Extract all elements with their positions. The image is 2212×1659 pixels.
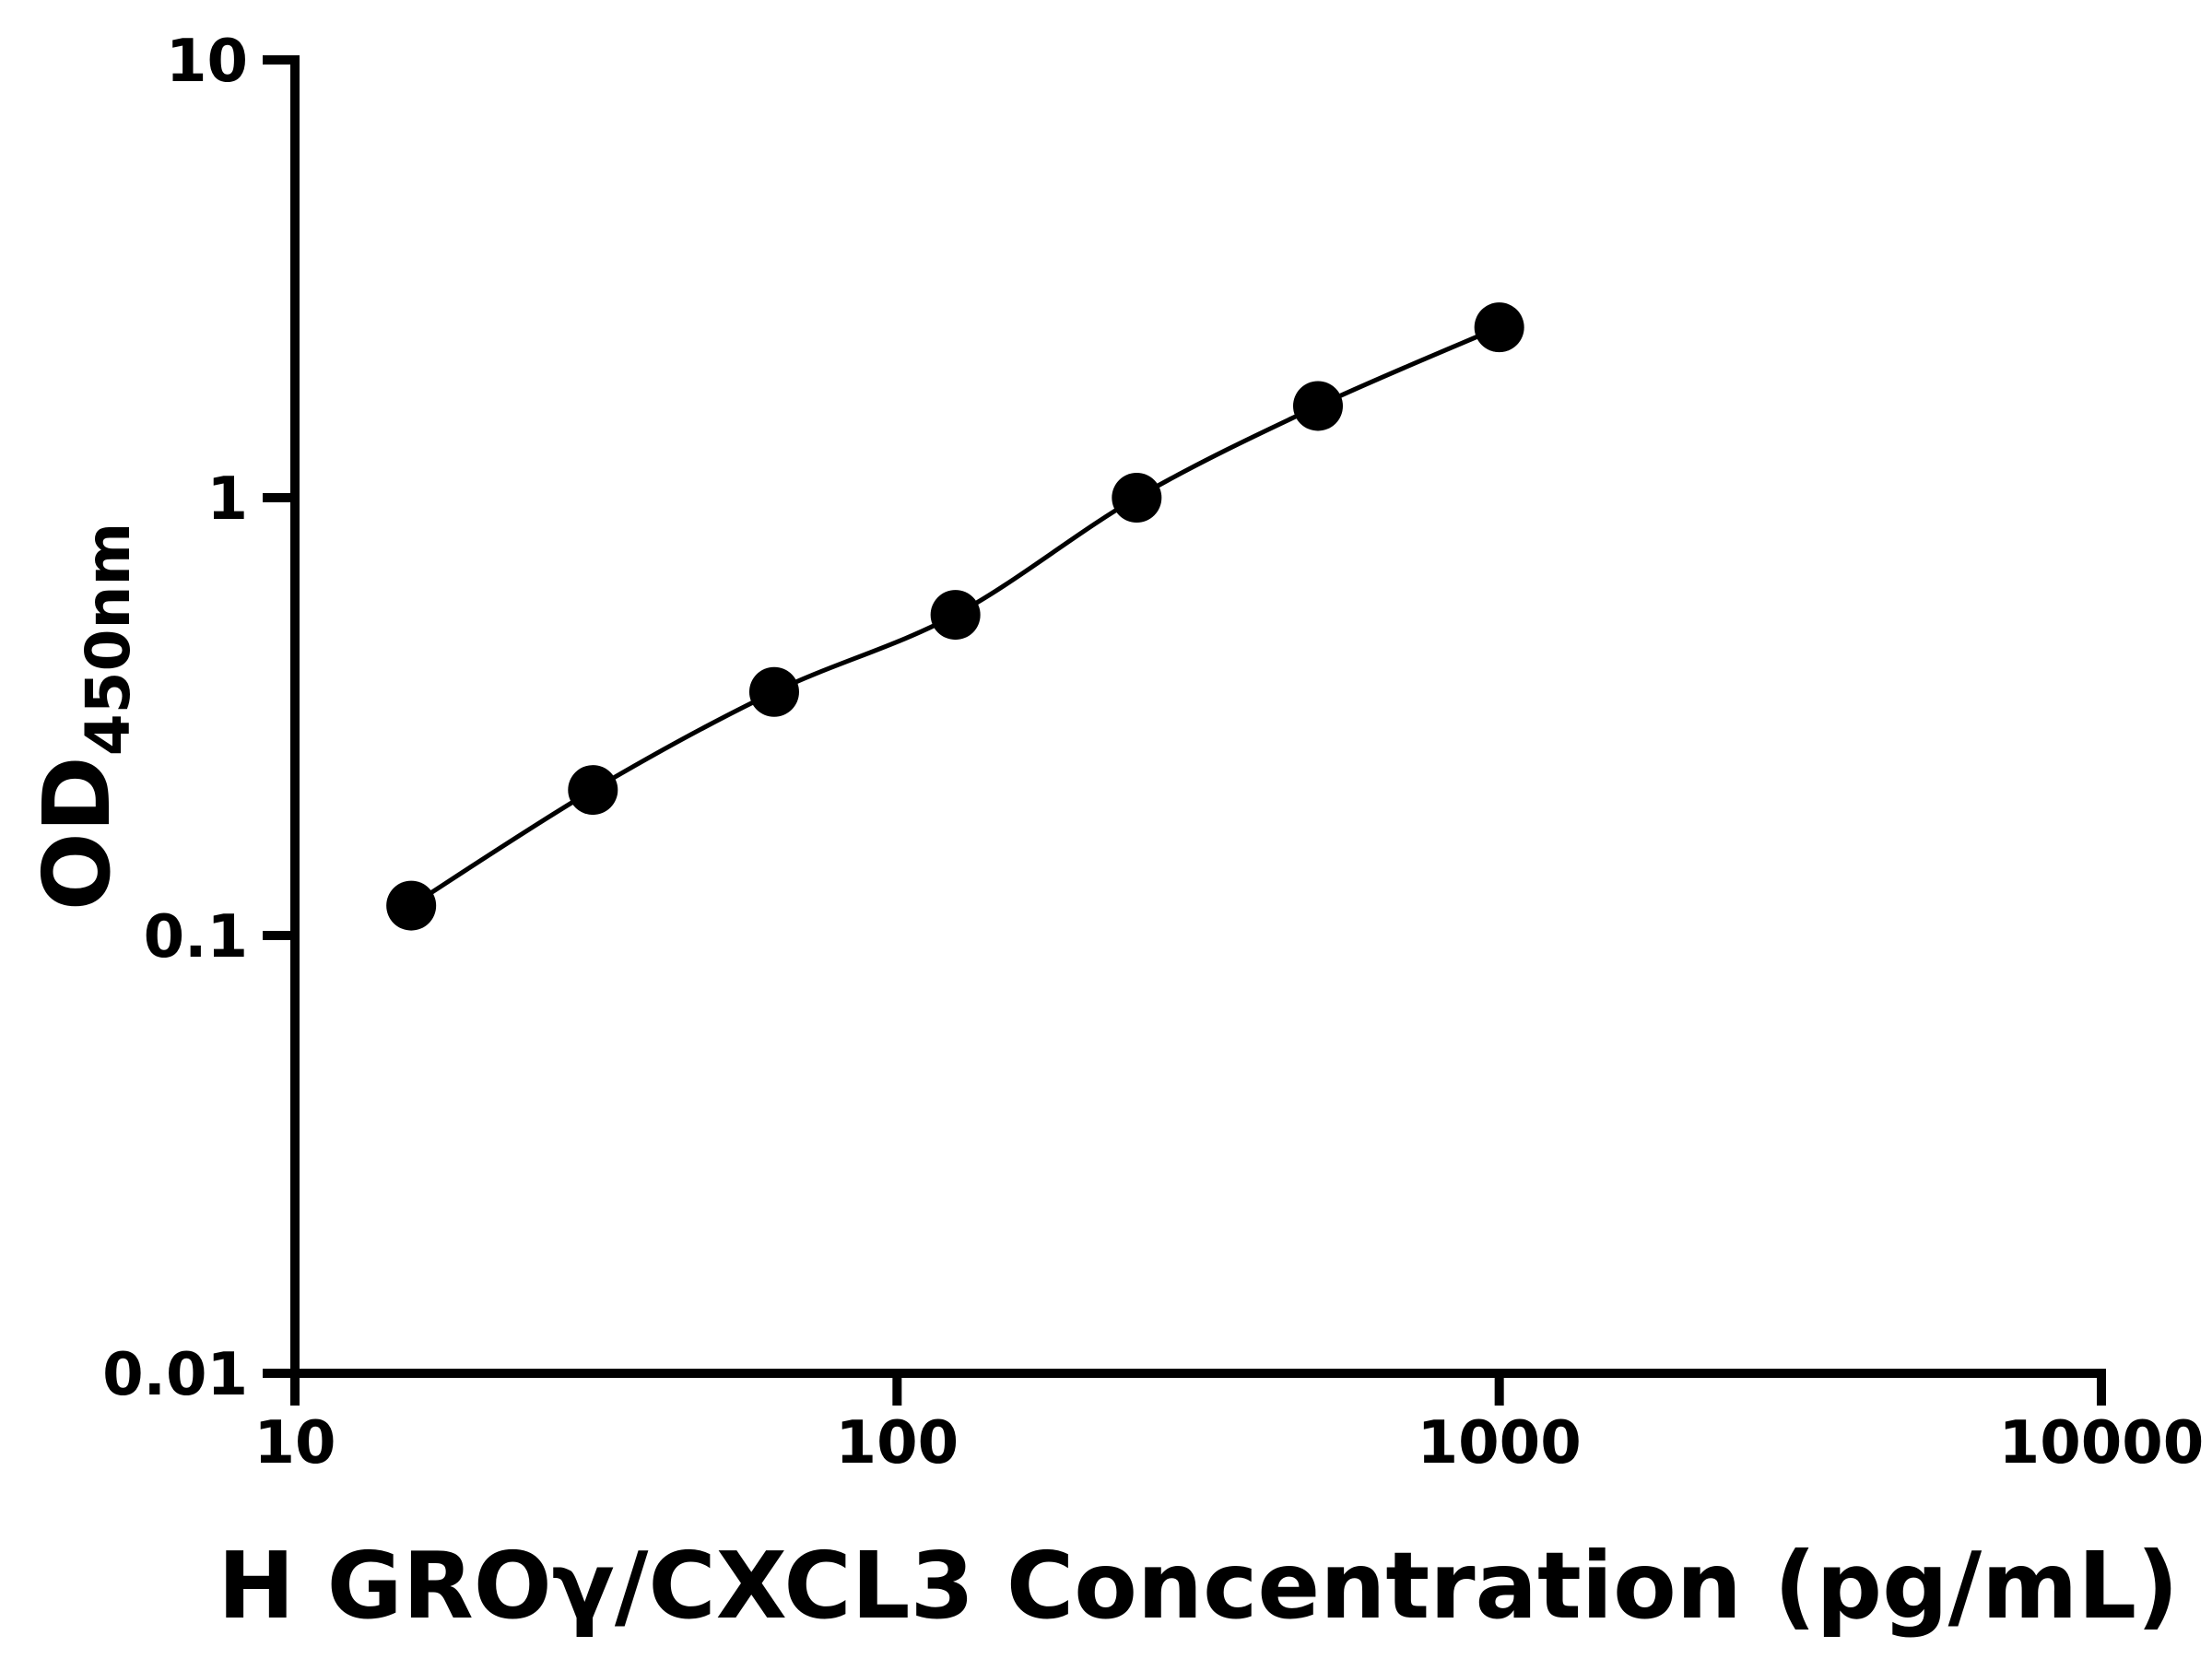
data-point xyxy=(930,590,981,641)
y-axis-title-subscript: 450nm xyxy=(73,523,144,757)
data-point xyxy=(568,765,618,816)
data-point xyxy=(1112,473,1162,523)
x-tick-label: 10000 xyxy=(1999,1409,2205,1477)
data-point xyxy=(1474,302,1524,353)
y-tick-label: 10 xyxy=(166,28,248,96)
data-point xyxy=(386,880,437,931)
data-point xyxy=(1292,381,1343,431)
y-tick-label: 0.1 xyxy=(144,903,248,971)
y-tick-label: 0.01 xyxy=(102,1341,248,1409)
x-axis-title: H GROγ/CXCL3 Concentration (pg/mL) xyxy=(218,1532,2179,1640)
x-tick-label: 10 xyxy=(253,1409,335,1477)
y-axis-title: OD450nm xyxy=(23,523,144,912)
x-tick-label: 1000 xyxy=(1418,1409,1582,1477)
y-tick-label: 1 xyxy=(206,465,248,534)
data-point xyxy=(748,666,799,717)
x-tick-label: 100 xyxy=(836,1409,959,1477)
